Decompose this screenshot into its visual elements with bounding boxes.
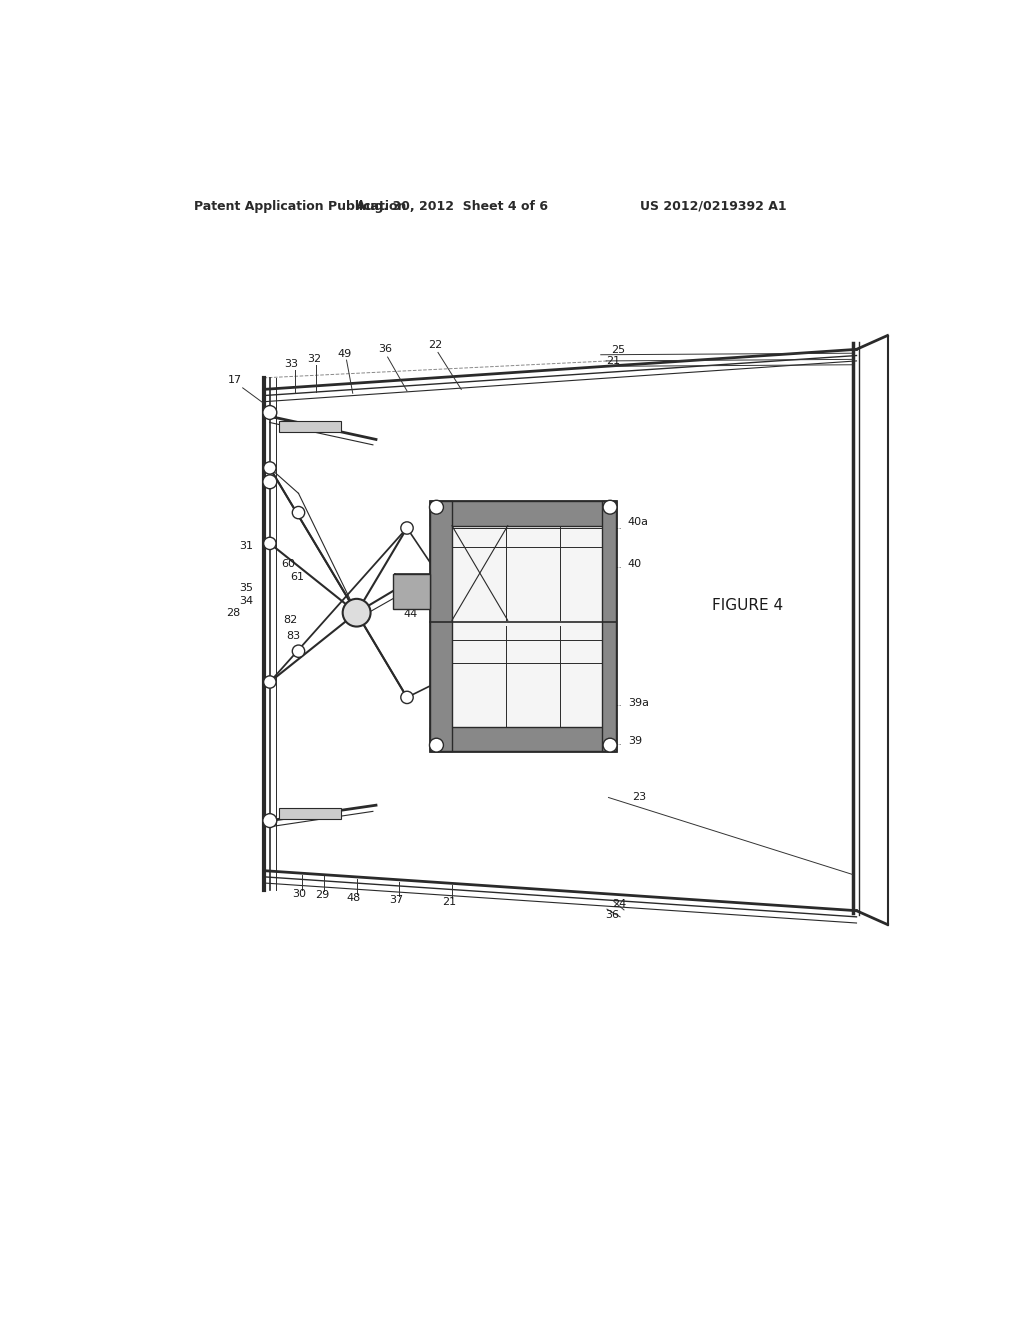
Bar: [602, 502, 616, 751]
Bar: [430, 502, 616, 751]
Circle shape: [292, 507, 305, 519]
Circle shape: [263, 462, 276, 474]
Circle shape: [350, 607, 362, 619]
Text: Aug. 30, 2012  Sheet 4 of 6: Aug. 30, 2012 Sheet 4 of 6: [356, 199, 548, 213]
Bar: [280, 808, 341, 818]
Text: US 2012/0219392 A1: US 2012/0219392 A1: [640, 199, 786, 213]
Text: 17: 17: [228, 375, 242, 385]
Circle shape: [400, 692, 414, 704]
Circle shape: [263, 813, 276, 828]
Circle shape: [429, 738, 443, 752]
Bar: [430, 726, 616, 751]
Text: 82: 82: [284, 615, 298, 626]
Circle shape: [400, 521, 414, 535]
Text: 37: 37: [389, 895, 403, 906]
Text: 29: 29: [314, 890, 329, 900]
Circle shape: [263, 676, 276, 688]
Text: 43: 43: [574, 593, 589, 602]
Text: 31: 31: [239, 541, 253, 550]
Text: 33: 33: [284, 359, 298, 370]
Text: 42: 42: [510, 561, 524, 572]
Text: 23: 23: [632, 792, 646, 803]
Circle shape: [343, 599, 371, 627]
Text: 72: 72: [574, 615, 589, 626]
Text: 44: 44: [403, 610, 418, 619]
Text: 39a: 39a: [628, 698, 649, 708]
Circle shape: [603, 500, 617, 513]
Text: 28: 28: [226, 607, 241, 618]
Circle shape: [603, 738, 617, 752]
Text: 41: 41: [490, 690, 505, 701]
Text: 60: 60: [282, 560, 296, 569]
Text: 35: 35: [239, 583, 253, 593]
Bar: [280, 421, 341, 432]
Text: FIGURE 4: FIGURE 4: [713, 598, 783, 612]
Text: 34: 34: [239, 597, 253, 606]
Text: 61: 61: [290, 572, 304, 582]
Circle shape: [263, 537, 276, 549]
Bar: [430, 502, 452, 751]
Text: Patent Application Publication: Patent Application Publication: [194, 199, 407, 213]
Text: 21: 21: [441, 898, 456, 907]
Text: 22: 22: [429, 339, 442, 350]
Text: 36: 36: [378, 345, 392, 354]
Text: 40: 40: [628, 560, 642, 569]
Text: 83: 83: [286, 631, 300, 640]
Text: 25: 25: [611, 345, 626, 355]
Text: 24: 24: [612, 899, 627, 908]
Text: 21: 21: [606, 356, 621, 366]
Text: 49: 49: [338, 348, 352, 359]
Circle shape: [292, 645, 305, 657]
Text: 48: 48: [346, 892, 360, 903]
Text: 36: 36: [605, 909, 620, 920]
Text: 40a: 40a: [628, 517, 649, 527]
Circle shape: [429, 500, 443, 513]
Text: 32: 32: [307, 354, 322, 363]
Circle shape: [263, 475, 276, 488]
Circle shape: [263, 405, 276, 420]
Text: 39: 39: [628, 737, 642, 746]
Bar: [430, 502, 616, 525]
Bar: [393, 574, 430, 609]
Text: 30: 30: [292, 888, 306, 899]
